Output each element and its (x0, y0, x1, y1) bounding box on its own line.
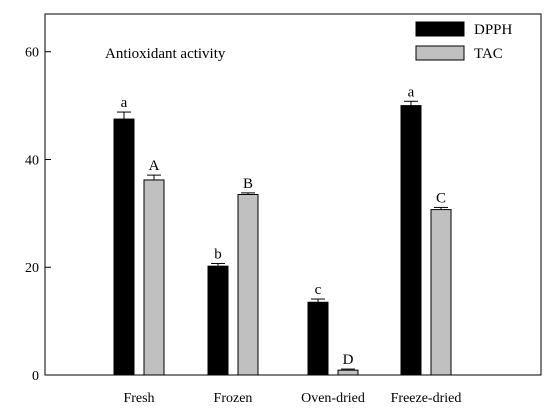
y-axis: 0 20 40 60 (25, 46, 51, 384)
bar-tac (237, 194, 259, 376)
bar-dpph (113, 118, 135, 376)
legend-swatch (415, 45, 465, 61)
plot-frame (44, 13, 542, 376)
bar-dpph (307, 301, 329, 376)
significance-letter: a (408, 84, 415, 100)
significance-letter: b (214, 246, 222, 262)
significance-letter: D (343, 352, 354, 368)
x-axis: Fresh Frozen Oven-dried Freeze-dried (123, 369, 461, 406)
x-tick-label: Frozen (214, 391, 253, 406)
significance-letter: c (315, 282, 322, 298)
bars: a b c a A B D C (113, 84, 452, 376)
significance-letter: C (436, 190, 446, 206)
significance-letter: B (243, 176, 253, 192)
bar-dpph (400, 105, 422, 376)
significance-letter: A (149, 158, 160, 174)
legend-label: TAC (474, 46, 503, 62)
significance-letter: a (121, 95, 128, 111)
legend-swatch (415, 21, 465, 37)
legend-label: DPPH (474, 22, 513, 38)
bar-tac (337, 369, 359, 376)
legend: DPPH TAC (415, 21, 513, 62)
chart-annotation: Antioxidant activity (105, 46, 226, 62)
y-tick-label: 40 (25, 153, 39, 168)
y-tick-label: 0 (32, 369, 39, 384)
x-tick-label: Fresh (123, 391, 154, 406)
bar-tac (143, 179, 165, 376)
bar-dpph (207, 265, 229, 376)
bar-tac (430, 209, 452, 376)
y-tick-label: 60 (25, 46, 39, 61)
x-tick-label: Oven-dried (301, 391, 365, 406)
x-tick-label: Freeze-dried (391, 391, 462, 406)
y-tick-label: 20 (25, 261, 39, 276)
